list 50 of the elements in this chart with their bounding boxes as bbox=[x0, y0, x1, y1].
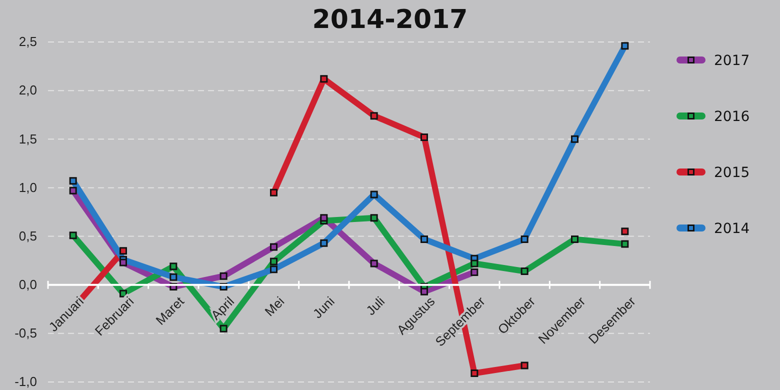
point bbox=[520, 362, 528, 370]
point bbox=[320, 75, 328, 83]
point bbox=[320, 214, 328, 222]
point bbox=[420, 133, 428, 141]
point bbox=[270, 266, 278, 274]
point bbox=[571, 135, 578, 143]
y-tick-label: -0,5 bbox=[14, 326, 37, 341]
y-tick-label: 0,5 bbox=[18, 228, 37, 244]
x-tick-label: Juni bbox=[310, 294, 338, 322]
y-tick-label: 0,0 bbox=[18, 277, 37, 292]
y-tick-label: 1,5 bbox=[18, 131, 37, 146]
point bbox=[120, 247, 127, 255]
point bbox=[420, 235, 428, 243]
legend-label: 2017 bbox=[714, 52, 750, 69]
point bbox=[470, 260, 478, 268]
y-tick-label: 1,0 bbox=[18, 180, 37, 195]
point bbox=[69, 177, 77, 185]
y-tick-label: -1,0 bbox=[14, 374, 37, 390]
legend-label: 2015 bbox=[714, 164, 750, 181]
y-tick-label: 2,0 bbox=[18, 82, 37, 98]
point bbox=[69, 232, 77, 240]
point bbox=[370, 112, 378, 120]
point bbox=[420, 288, 428, 296]
point bbox=[621, 42, 629, 50]
point bbox=[270, 243, 278, 251]
point bbox=[520, 268, 528, 276]
x-tick-label: Mei bbox=[262, 294, 288, 320]
point bbox=[470, 268, 478, 276]
chart-title: 2014-2017 bbox=[312, 5, 468, 35]
y-tick-label: 2,5 bbox=[18, 34, 37, 50]
point bbox=[571, 235, 578, 243]
point bbox=[370, 214, 378, 222]
legend-label: 2016 bbox=[714, 108, 750, 125]
legend-label: 2014 bbox=[714, 220, 750, 237]
point bbox=[170, 262, 178, 270]
point bbox=[621, 240, 629, 248]
point bbox=[520, 235, 528, 243]
point bbox=[220, 324, 228, 332]
point bbox=[621, 228, 629, 236]
point bbox=[320, 239, 328, 247]
point bbox=[370, 190, 378, 198]
point bbox=[170, 273, 178, 281]
x-tick-label: Juli bbox=[363, 294, 388, 318]
point bbox=[270, 258, 278, 266]
point bbox=[69, 186, 77, 194]
point bbox=[220, 272, 228, 280]
point bbox=[120, 258, 127, 266]
point bbox=[270, 188, 278, 196]
point bbox=[470, 370, 478, 378]
point bbox=[370, 260, 378, 268]
